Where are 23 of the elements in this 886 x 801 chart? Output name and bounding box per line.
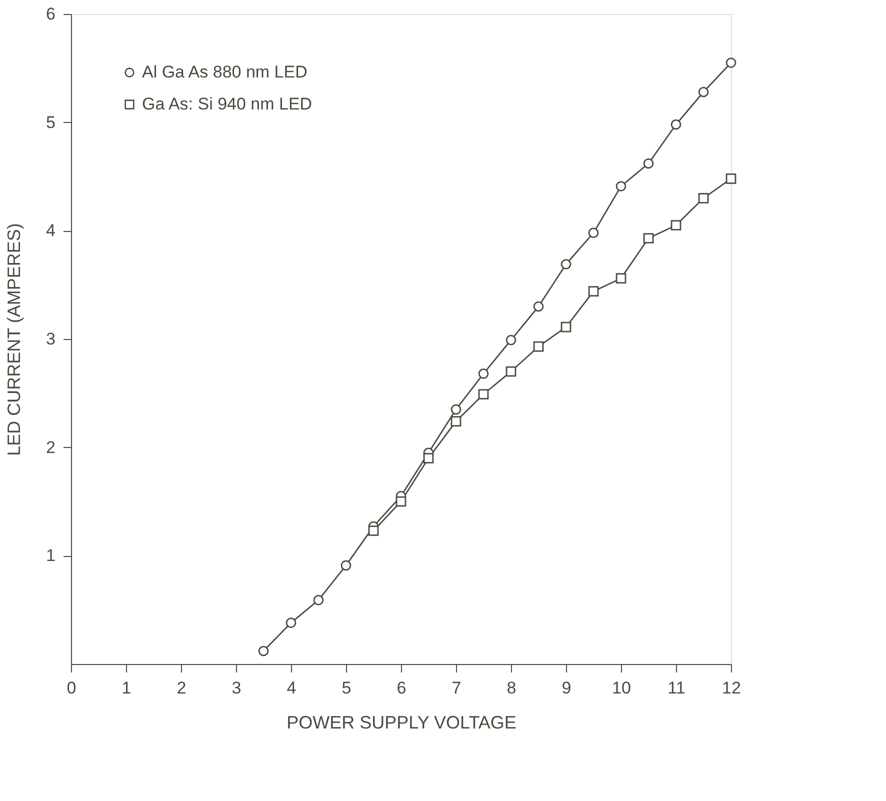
x-tick-label: 2 <box>176 678 186 698</box>
y-tick-label: 5 <box>46 112 56 132</box>
x-tick-label: 0 <box>66 678 76 698</box>
y-tick-label: 6 <box>46 4 56 24</box>
x-tick-label: 7 <box>452 678 462 698</box>
x-tick-label: 8 <box>506 678 516 698</box>
x-tick-label: 3 <box>232 678 242 698</box>
x-tick-label: 11 <box>668 678 686 698</box>
x-tick-label: 4 <box>286 678 296 698</box>
y-tick-label: 4 <box>46 221 56 240</box>
y-tick-label: 2 <box>46 438 56 457</box>
x-tick-label: 5 <box>342 678 352 698</box>
x-tick-label: 12 <box>722 678 741 698</box>
y-tick-label: 3 <box>46 330 56 348</box>
x-tick-label: 9 <box>562 678 572 698</box>
legend-label: Ga As: Si 940 nm LED <box>142 94 312 114</box>
y-tick-label: 1 <box>46 546 56 566</box>
x-tick-label: 10 <box>612 678 631 698</box>
x-tick-label: 1 <box>122 678 132 698</box>
y-axis-title: LED CURRENT (AMPERES) <box>4 223 24 456</box>
x-tick-label: 6 <box>396 678 406 698</box>
x-axis-title: POWER SUPPLY VOLTAGE <box>286 712 516 732</box>
legend-label: Al Ga As 880 nm LED <box>142 62 308 82</box>
